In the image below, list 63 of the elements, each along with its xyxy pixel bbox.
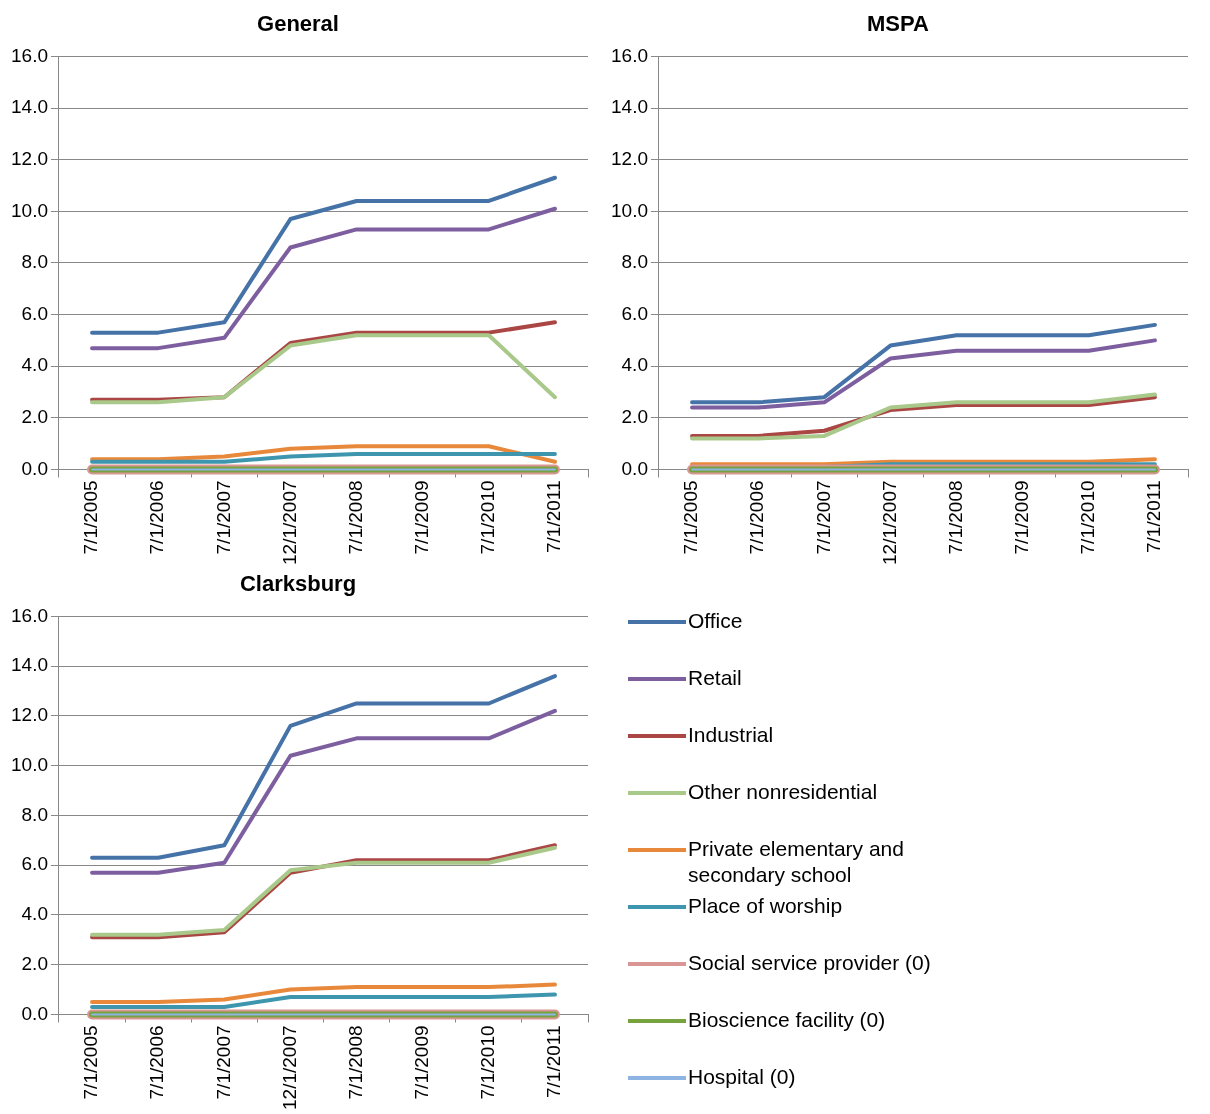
- legend-label: Bioscience facility (0): [688, 1007, 887, 1033]
- x-tick-label: 12/1/2007: [878, 480, 900, 566]
- legend-label: Retail: [688, 665, 743, 691]
- x-tick-label: 7/1/2007: [212, 480, 234, 555]
- y-tick-label: 10.0: [11, 199, 48, 221]
- y-tick-label: 4.0: [21, 903, 48, 925]
- y-tick-label: 2.0: [21, 952, 48, 974]
- y-tick-label: 2.0: [21, 406, 48, 428]
- chart-title: Clarksburg: [239, 571, 357, 597]
- y-tick-label: 10.0: [611, 199, 648, 221]
- x-tick-label: 7/1/2008: [944, 480, 966, 555]
- x-tick-label: 7/1/2010: [477, 1025, 499, 1100]
- x-tick-label: 7/1/2009: [1010, 480, 1032, 555]
- y-tick-label: 4.0: [621, 354, 648, 376]
- y-tick-label: 16.0: [611, 44, 648, 66]
- y-tick-label: 6.0: [21, 853, 48, 875]
- chart-title: General: [257, 11, 339, 37]
- legend-label: Hospital (0): [688, 1064, 797, 1090]
- chart-title: MSPA: [867, 11, 930, 37]
- y-tick-label: 14.0: [11, 654, 48, 676]
- x-tick-label: 7/1/2011: [1143, 480, 1165, 554]
- x-tick-label: 7/1/2006: [146, 1025, 168, 1100]
- y-tick-label: 10.0: [11, 753, 48, 775]
- x-tick-label: 7/1/2008: [344, 480, 366, 555]
- x-tick-label: 12/1/2007: [278, 480, 300, 566]
- y-tick-label: 6.0: [621, 302, 648, 324]
- legend-label: Other nonresidential: [688, 779, 879, 805]
- legend-label: Private elementary and secondary school: [688, 836, 905, 888]
- legend-label: Social service provider (0): [688, 950, 932, 976]
- y-tick-label: 0.0: [21, 1002, 48, 1024]
- x-tick-label: 7/1/2011: [543, 480, 565, 554]
- x-tick-label: 7/1/2006: [146, 480, 168, 555]
- y-tick-label: 4.0: [21, 354, 48, 376]
- x-tick-label: 7/1/2006: [746, 480, 768, 555]
- y-tick-label: 16.0: [11, 44, 48, 66]
- x-tick-label: 7/1/2005: [680, 480, 702, 555]
- y-tick-label: 8.0: [21, 251, 48, 273]
- x-tick-label: 7/1/2009: [410, 1025, 432, 1100]
- legend-label: Office: [688, 608, 744, 634]
- y-tick-label: 16.0: [11, 604, 48, 626]
- x-tick-label: 7/1/2007: [812, 480, 834, 555]
- y-tick-label: 14.0: [11, 96, 48, 118]
- x-tick-label: 7/1/2007: [212, 1025, 234, 1100]
- y-tick-label: 12.0: [611, 147, 648, 169]
- x-tick-label: 7/1/2010: [1077, 480, 1099, 555]
- x-tick-label: 7/1/2008: [344, 1025, 366, 1100]
- y-tick-label: 0.0: [621, 457, 648, 479]
- legend-label: Industrial: [688, 722, 775, 748]
- y-tick-label: 8.0: [621, 251, 648, 273]
- y-tick-label: 6.0: [21, 302, 48, 324]
- x-tick-label: 7/1/2005: [80, 480, 102, 555]
- y-tick-label: 8.0: [21, 803, 48, 825]
- legend-label: Place of worship: [688, 893, 844, 919]
- x-tick-label: 7/1/2009: [410, 480, 432, 555]
- x-tick-label: 7/1/2005: [80, 1025, 102, 1100]
- y-tick-label: 14.0: [611, 96, 648, 118]
- x-tick-label: 12/1/2007: [278, 1025, 300, 1111]
- y-tick-label: 12.0: [11, 147, 48, 169]
- y-tick-label: 2.0: [621, 406, 648, 428]
- y-tick-label: 12.0: [11, 704, 48, 726]
- y-tick-label: 0.0: [21, 457, 48, 479]
- x-tick-label: 7/1/2010: [477, 480, 499, 555]
- x-tick-label: 7/1/2011: [543, 1025, 565, 1099]
